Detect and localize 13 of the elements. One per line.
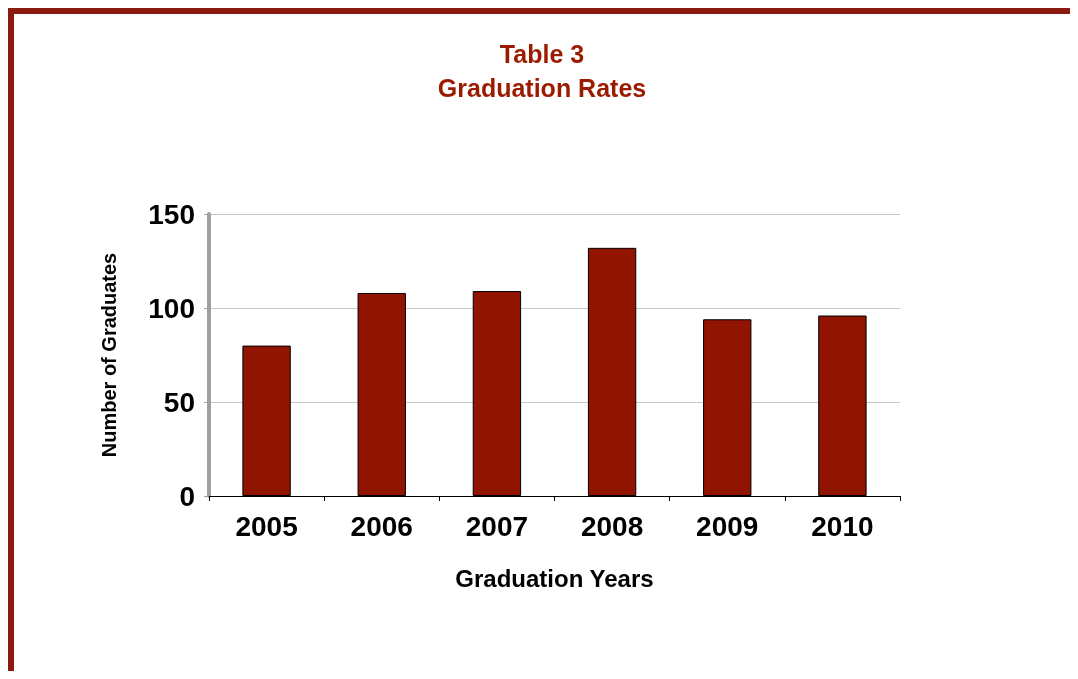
y-tick-label: 100 [148, 292, 195, 324]
x-tick-label: 2005 [235, 510, 298, 542]
x-tick-label: 2009 [696, 510, 759, 542]
y-tick-label: 0 [179, 480, 195, 512]
y-tick-label: 150 [148, 198, 195, 230]
y-axis-title: Number of Graduates [98, 252, 120, 458]
y-tick-label: 50 [163, 386, 195, 418]
x-tick-label: 2006 [350, 510, 413, 542]
x-axis-title: Graduation Years [455, 564, 654, 592]
x-tick-label: 2007 [465, 510, 529, 542]
chart-title: Table 3 Graduation Rates [437, 40, 647, 102]
x-tick-label: 2008 [580, 510, 644, 542]
x-tick-label: 2010 [811, 510, 874, 542]
